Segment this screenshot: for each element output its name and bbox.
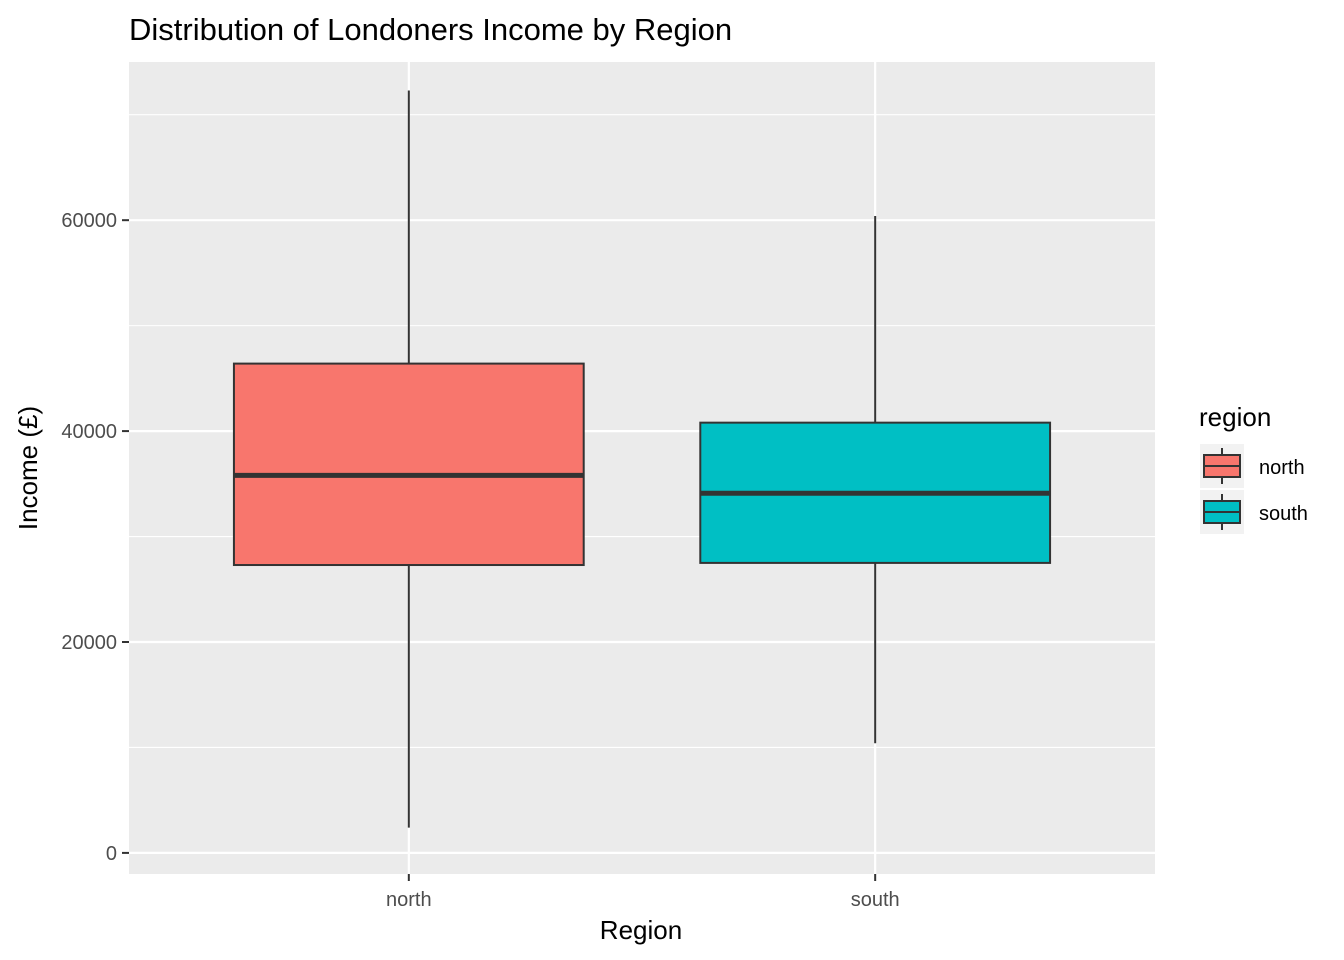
legend-title: region: [1199, 402, 1271, 432]
box-iqr: [232, 362, 585, 567]
y-tick-label: 40000: [61, 421, 117, 443]
box-north: [232, 90, 585, 828]
legend-entry-north: north: [1200, 444, 1305, 488]
y-axis-title: Income (£): [13, 406, 43, 530]
legend-label: south: [1259, 503, 1308, 525]
x-axis-title: Region: [600, 915, 682, 945]
legend-entries: north south: [1200, 444, 1308, 534]
boxes: [232, 90, 1052, 828]
x-axis-ticks: north south: [386, 874, 900, 911]
y-tick-label: 60000: [61, 210, 117, 232]
y-axis-ticks: 0 20000 40000 60000: [61, 210, 129, 865]
chart-title: Distribution of Londoners Income by Regi…: [129, 12, 732, 47]
legend-label: north: [1259, 457, 1305, 479]
legend-entry-south: south: [1200, 490, 1308, 534]
x-tick-label: south: [851, 889, 900, 911]
box-south: [699, 215, 1052, 744]
y-tick-label: 20000: [61, 632, 117, 654]
y-tick-label: 0: [106, 843, 117, 865]
x-tick-label: north: [386, 889, 432, 911]
legend: region north south: [1199, 402, 1308, 534]
